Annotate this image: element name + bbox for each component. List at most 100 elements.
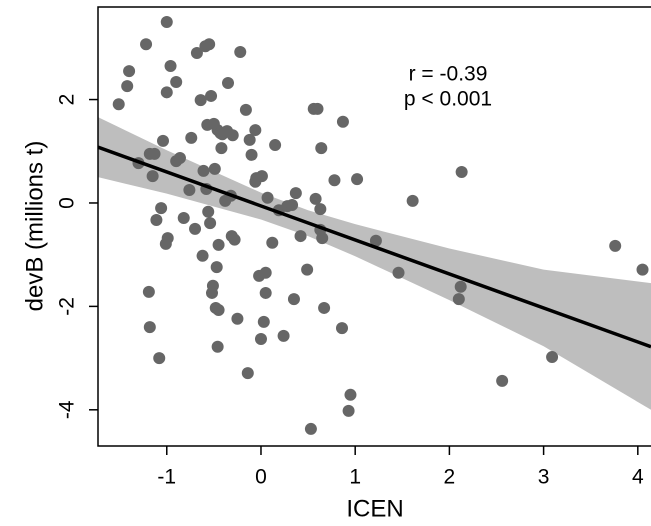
point — [153, 352, 166, 365]
point — [255, 170, 268, 183]
point — [160, 86, 173, 99]
point — [142, 285, 155, 298]
point — [234, 45, 247, 58]
point — [208, 162, 221, 175]
point — [245, 148, 258, 161]
annotation: r = -0.39 — [409, 63, 488, 86]
point — [203, 38, 216, 51]
point — [228, 233, 241, 246]
point — [309, 192, 322, 205]
point — [197, 164, 210, 177]
point — [121, 80, 134, 93]
y-tick-label: -2 — [56, 297, 79, 316]
confidence-band — [98, 117, 651, 410]
y-tick-label: -4 — [56, 400, 79, 419]
point — [277, 329, 290, 342]
point — [202, 205, 215, 218]
point — [183, 184, 196, 197]
point — [344, 388, 357, 401]
point — [160, 15, 173, 28]
x-tick-label: -1 — [157, 466, 176, 489]
point — [351, 173, 364, 186]
point — [314, 203, 327, 216]
point — [212, 304, 225, 317]
point — [173, 151, 186, 164]
point — [177, 211, 190, 224]
frame — [97, 6, 651, 447]
point — [205, 89, 218, 102]
regression-line — [98, 145, 651, 349]
point — [294, 230, 307, 243]
point — [164, 59, 177, 72]
point — [143, 321, 156, 334]
point — [259, 286, 272, 299]
point — [185, 131, 198, 144]
y-axis-label: devB (millions t) — [21, 141, 48, 312]
point — [609, 239, 622, 252]
x-tick-label: 1 — [349, 466, 361, 489]
point — [194, 94, 207, 107]
point — [496, 374, 509, 387]
x-tick-label: 4 — [632, 466, 644, 489]
x-tick-label: 3 — [538, 466, 550, 489]
point — [226, 129, 239, 142]
point — [206, 279, 219, 292]
point — [140, 38, 153, 51]
point — [369, 234, 382, 247]
point — [286, 199, 299, 212]
point — [146, 170, 159, 183]
point — [335, 322, 348, 335]
point — [123, 65, 136, 78]
point — [636, 263, 649, 276]
point — [210, 261, 223, 274]
point — [304, 422, 317, 435]
y-tick-label: 0 — [56, 197, 79, 209]
annotation: p < 0.001 — [404, 88, 492, 111]
point — [155, 202, 168, 215]
point — [241, 367, 254, 380]
point — [254, 332, 267, 345]
point — [231, 312, 244, 325]
point — [315, 142, 328, 155]
point — [289, 187, 302, 200]
x-axis-label: ICEN — [346, 495, 403, 522]
point — [112, 98, 125, 111]
x-tick-label: 0 — [255, 466, 267, 489]
point — [170, 75, 183, 88]
point — [316, 232, 329, 245]
point — [454, 280, 467, 293]
point — [204, 217, 217, 230]
point — [189, 222, 202, 235]
point — [243, 133, 256, 146]
point — [266, 236, 279, 249]
point — [269, 139, 282, 152]
x-tick-label: 2 — [444, 466, 456, 489]
y-tick-label: 2 — [56, 94, 79, 106]
point — [190, 47, 203, 60]
point — [150, 214, 163, 227]
point — [406, 194, 419, 207]
point — [318, 301, 331, 314]
plot-area — [98, 15, 651, 435]
point — [161, 232, 174, 245]
point — [222, 77, 235, 90]
point — [546, 351, 559, 364]
point — [452, 293, 465, 306]
point — [211, 340, 224, 353]
point — [212, 238, 225, 251]
point — [301, 263, 314, 276]
point — [455, 165, 468, 178]
point — [157, 134, 170, 147]
point — [148, 147, 161, 160]
point — [239, 103, 252, 116]
point — [328, 174, 341, 187]
point — [259, 266, 272, 279]
point — [287, 293, 300, 306]
point — [215, 142, 228, 155]
point — [257, 315, 270, 328]
point — [261, 191, 274, 204]
point — [196, 249, 209, 262]
point — [336, 115, 349, 128]
